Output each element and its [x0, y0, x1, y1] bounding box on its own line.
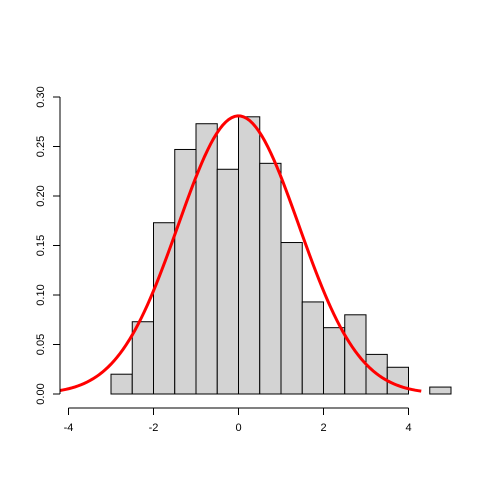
histogram-bar-8: [280, 242, 303, 395]
histogram-bar-2: [153, 222, 176, 395]
y-tick-label: 0.25: [35, 136, 47, 157]
histogram-bars: [110, 116, 452, 395]
histogram-bar-1: [131, 321, 154, 395]
y-tick-label: 0.00: [35, 383, 47, 404]
y-tick-label: 0.05: [35, 334, 47, 355]
x-tick-label: -4: [64, 422, 74, 434]
histogram-bar-0: [110, 373, 133, 395]
histogram-bar-15: [429, 386, 452, 395]
x-tick-label: 0: [235, 422, 241, 434]
y-tick-label: 0.10: [35, 284, 47, 305]
y-tick-label: 0.15: [35, 235, 47, 256]
y-axis: 0.00 0.05 0.10 0.15 0.20 0.25 0.30: [35, 86, 61, 405]
x-tick-label: 4: [405, 422, 411, 434]
histogram-bar-11: [344, 314, 367, 395]
x-tick-label: -2: [149, 422, 159, 434]
density-curve: [59, 114, 422, 393]
y-tick-label: 0.30: [35, 86, 47, 107]
histogram-bar-10: [323, 327, 346, 395]
x-axis: -4 -2 0 2 4: [64, 407, 412, 434]
x-tick-label: 2: [320, 422, 326, 434]
histogram-bar-6: [238, 116, 261, 395]
y-tick-label: 0.20: [35, 185, 47, 206]
histogram-bar-5: [216, 168, 239, 395]
histogram-bar-7: [259, 162, 282, 395]
histogram-bar-4: [195, 123, 218, 395]
histogram-bar-9: [301, 301, 324, 395]
